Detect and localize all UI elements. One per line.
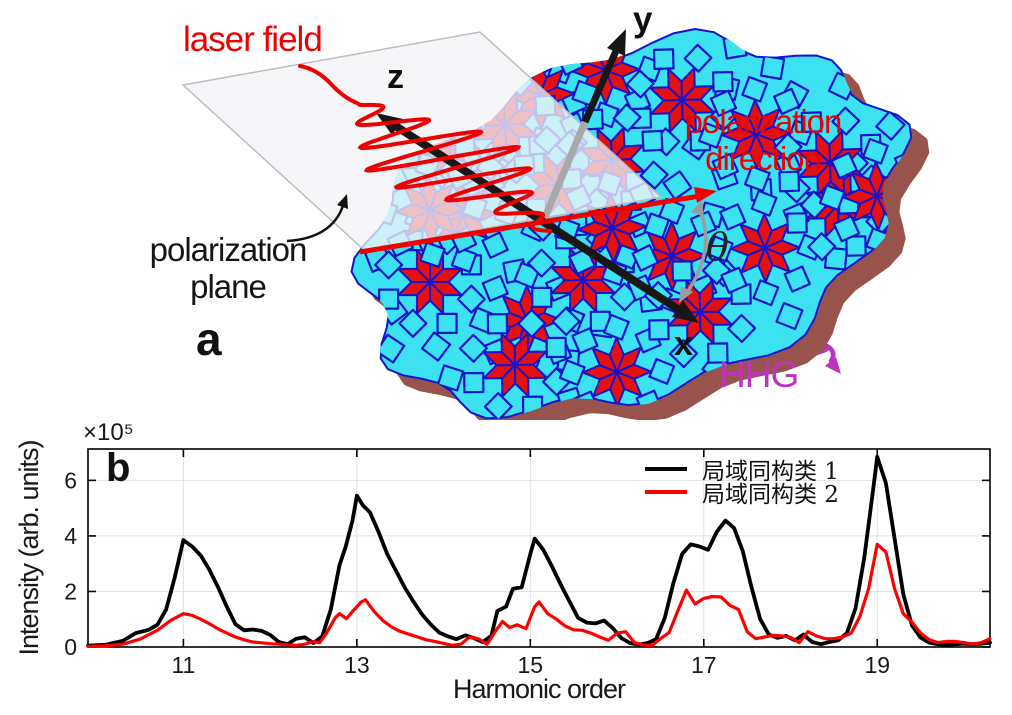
chart-legend: 局域同构类 1 局域同构类 2 <box>645 457 839 508</box>
x-tick-label: 19 <box>864 652 890 678</box>
polarization-direction-label: polarization direction <box>667 103 859 178</box>
hhg-label: HHG <box>719 354 799 395</box>
polarization-plane-label: polarization plane <box>118 231 338 306</box>
spectrum-curve-2 <box>86 542 992 648</box>
plane-annotation-arrowhead <box>337 194 348 209</box>
polarization-plane-label-line2: plane <box>190 267 267 305</box>
polarization-direction-arrowhead <box>694 187 717 203</box>
theta-symbol: θ <box>706 225 729 269</box>
plot-box <box>87 448 991 648</box>
legend-line-swatch-black <box>645 466 687 471</box>
y-axis-hidden-segment <box>539 120 589 224</box>
legend-item-2: 局域同构类 2 <box>645 480 839 508</box>
theta-arc-arrowhead-top <box>691 200 704 217</box>
quasicrystal-diagram-canvas <box>181 28 930 420</box>
legend-item-1: 局域同构类 1 <box>645 457 839 485</box>
hhg-spectrum-chart-canvas: 11 13 15 17 19 0 2 4 6 <box>64 448 992 678</box>
y-axis <box>581 42 623 124</box>
y-axis-arrowhead <box>607 29 626 56</box>
spectrum-curve-1 <box>86 454 992 648</box>
x-tick-label: 13 <box>344 652 370 678</box>
laser-field-wave <box>298 64 552 233</box>
x-tick-label: 17 <box>691 652 717 678</box>
hhg-wave-arrowhead <box>825 357 841 374</box>
polarization-plane-label-line1: polarization <box>149 231 308 268</box>
x-tick-label: 11 <box>171 652 195 678</box>
y-tick-label: 4 <box>64 523 77 549</box>
z-axis-label: z <box>387 58 404 96</box>
x-tick-label: 15 <box>518 652 544 678</box>
chart-y-axis-title: Intensity (arb. units) <box>14 440 44 656</box>
y-tick-label: 6 <box>64 467 77 493</box>
y-axis-exponent-label: ×10⁵ <box>83 419 134 446</box>
panel-b-letter: b <box>106 446 130 490</box>
theta-arc-arrowhead-bottom <box>679 286 693 303</box>
chart-x-axis-title: Harmonic order <box>452 674 626 704</box>
polarization-direction-label-line2: direction <box>705 139 822 177</box>
polarization-direction-label-line1: polarization <box>684 103 843 140</box>
legend-label-1: 局域同构类 1 <box>702 458 839 485</box>
x-axis-label: x <box>674 325 693 363</box>
panel-a-letter: a <box>196 313 222 365</box>
legend-line-swatch-red <box>645 489 687 494</box>
x-axis-arrowhead <box>672 300 699 323</box>
y-axis-label: y <box>633 0 652 39</box>
legend-label-2: 局域同构类 2 <box>702 481 839 508</box>
y-tick-label: 0 <box>64 634 77 660</box>
laser-field-label: laser field <box>183 20 323 59</box>
theta-angle-arc <box>681 206 708 300</box>
polarization-direction-line <box>359 193 701 255</box>
y-tick-label: 2 <box>64 578 77 604</box>
